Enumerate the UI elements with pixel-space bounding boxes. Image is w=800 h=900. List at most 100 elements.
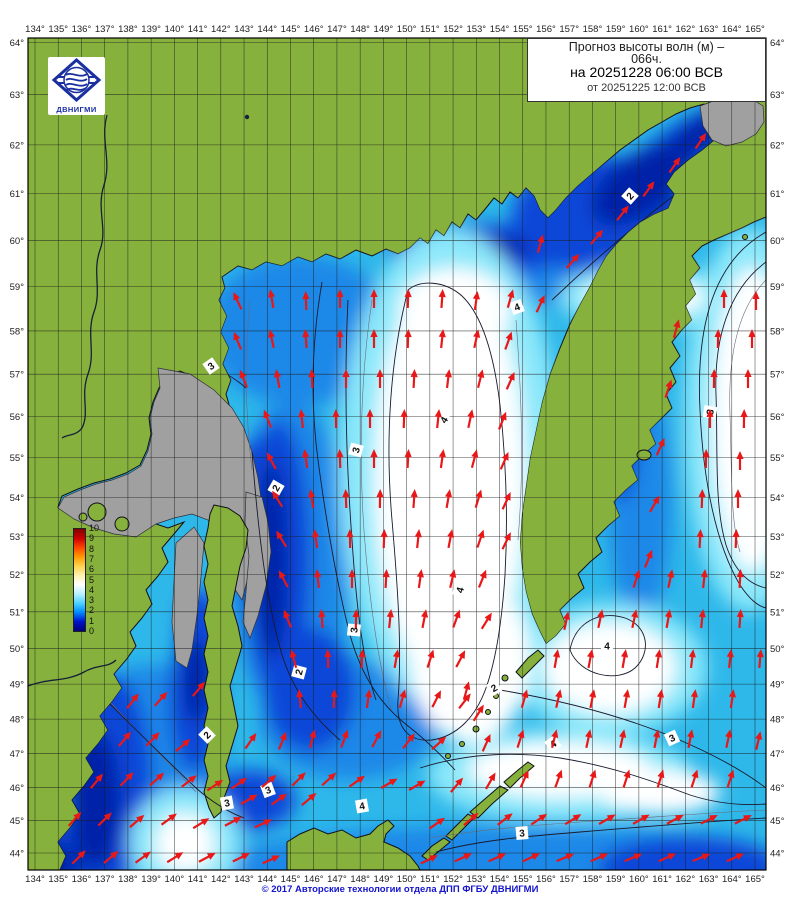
svg-text:142°: 142° (211, 874, 231, 885)
svg-text:160°: 160° (629, 874, 649, 885)
legend-color-bar (73, 528, 86, 632)
svg-text:148°: 148° (350, 24, 370, 35)
svg-text:53°: 53° (770, 532, 785, 543)
svg-text:143°: 143° (234, 874, 254, 885)
svg-text:54°: 54° (770, 493, 785, 504)
svg-text:139°: 139° (141, 874, 161, 885)
svg-text:155°: 155° (513, 874, 533, 885)
svg-text:4: 4 (439, 415, 452, 426)
svg-text:3: 3 (519, 828, 526, 839)
svg-text:46°: 46° (10, 783, 25, 794)
svg-text:149°: 149° (374, 24, 394, 35)
svg-text:135°: 135° (48, 874, 68, 885)
svg-text:2: 2 (271, 483, 284, 494)
institute-logo: ДВНИГМИ (48, 57, 105, 115)
svg-text:165°: 165° (745, 24, 765, 35)
svg-text:156°: 156° (536, 874, 556, 885)
svg-text:44°: 44° (10, 849, 25, 860)
svg-text:56°: 56° (770, 412, 785, 423)
svg-text:45°: 45° (10, 816, 25, 827)
svg-text:57°: 57° (10, 370, 25, 381)
svg-text:4: 4 (604, 642, 610, 653)
svg-text:55°: 55° (770, 453, 785, 464)
svg-text:50°: 50° (10, 644, 25, 655)
svg-text:52°: 52° (770, 570, 785, 581)
svg-text:139°: 139° (141, 24, 161, 35)
svg-text:59°: 59° (770, 282, 785, 293)
svg-text:159°: 159° (606, 24, 626, 35)
svg-text:156°: 156° (536, 24, 556, 35)
svg-text:163°: 163° (699, 874, 719, 885)
legend-value: 8 (89, 543, 95, 554)
svg-text:59°: 59° (10, 282, 25, 293)
svg-text:157°: 157° (559, 24, 579, 35)
logo-emblem-icon (51, 57, 102, 103)
svg-text:53°: 53° (10, 532, 25, 543)
svg-text:50°: 50° (770, 644, 785, 655)
svg-text:163°: 163° (699, 24, 719, 35)
sakhalin-island (203, 504, 249, 819)
logo-label: ДВНИГМИ (56, 105, 97, 114)
svg-text:140°: 140° (165, 874, 185, 885)
svg-text:157°: 157° (559, 874, 579, 885)
svg-text:138°: 138° (118, 24, 138, 35)
legend-value: 0 (89, 626, 95, 636)
svg-text:158°: 158° (583, 874, 603, 885)
svg-text:47°: 47° (10, 749, 25, 760)
svg-text:4: 4 (455, 586, 467, 595)
svg-text:60°: 60° (770, 236, 785, 247)
svg-text:63°: 63° (10, 90, 25, 101)
svg-text:134°: 134° (25, 874, 45, 885)
svg-text:58°: 58° (770, 326, 785, 337)
svg-text:58°: 58° (10, 326, 25, 337)
svg-text:134°: 134° (25, 24, 45, 35)
svg-text:162°: 162° (675, 874, 695, 885)
svg-text:152°: 152° (443, 874, 463, 885)
svg-text:146°: 146° (304, 874, 324, 885)
svg-text:138°: 138° (118, 874, 138, 885)
svg-text:3: 3 (351, 446, 363, 455)
svg-text:46°: 46° (770, 783, 785, 794)
svg-text:155°: 155° (513, 24, 533, 35)
svg-text:64°: 64° (770, 38, 785, 49)
legend-value: 2 (89, 605, 95, 616)
svg-text:63°: 63° (770, 90, 785, 101)
svg-text:51°: 51° (770, 607, 785, 618)
legend-value: 5 (89, 574, 95, 585)
svg-text:137°: 137° (95, 874, 115, 885)
svg-text:159°: 159° (606, 874, 626, 885)
legend-value: 6 (89, 564, 95, 575)
svg-text:3: 3 (668, 733, 678, 746)
svg-text:152°: 152° (443, 24, 463, 35)
svg-text:61°: 61° (770, 189, 785, 200)
svg-text:49°: 49° (770, 680, 785, 691)
rivers (28, 114, 250, 687)
map-border (27, 37, 767, 871)
svg-text:61°: 61° (10, 189, 25, 200)
svg-text:136°: 136° (72, 874, 92, 885)
svg-text:47°: 47° (770, 749, 785, 760)
hokkaido-island (286, 819, 421, 870)
svg-text:164°: 164° (722, 874, 742, 885)
svg-text:153°: 153° (466, 874, 486, 885)
svg-text:52°: 52° (10, 570, 25, 581)
legend-value: 7 (89, 553, 95, 564)
svg-text:154°: 154° (490, 24, 510, 35)
svg-text:4: 4 (358, 801, 366, 813)
forecast-issue-time: от 20251225 12:00 ВСВ (587, 82, 706, 94)
svg-text:60°: 60° (10, 236, 25, 247)
svg-text:144°: 144° (257, 24, 277, 35)
svg-text:137°: 137° (95, 24, 115, 35)
svg-text:160°: 160° (629, 24, 649, 35)
svg-text:2: 2 (489, 682, 500, 695)
svg-text:158°: 158° (583, 24, 603, 35)
legend-value: 1 (89, 615, 95, 626)
svg-text:3: 3 (206, 360, 217, 372)
svg-text:136°: 136° (72, 24, 92, 35)
svg-text:135°: 135° (48, 24, 68, 35)
svg-text:56°: 56° (10, 412, 25, 423)
svg-text:55°: 55° (10, 453, 25, 464)
svg-text:148°: 148° (350, 874, 370, 885)
svg-text:154°: 154° (490, 874, 510, 885)
